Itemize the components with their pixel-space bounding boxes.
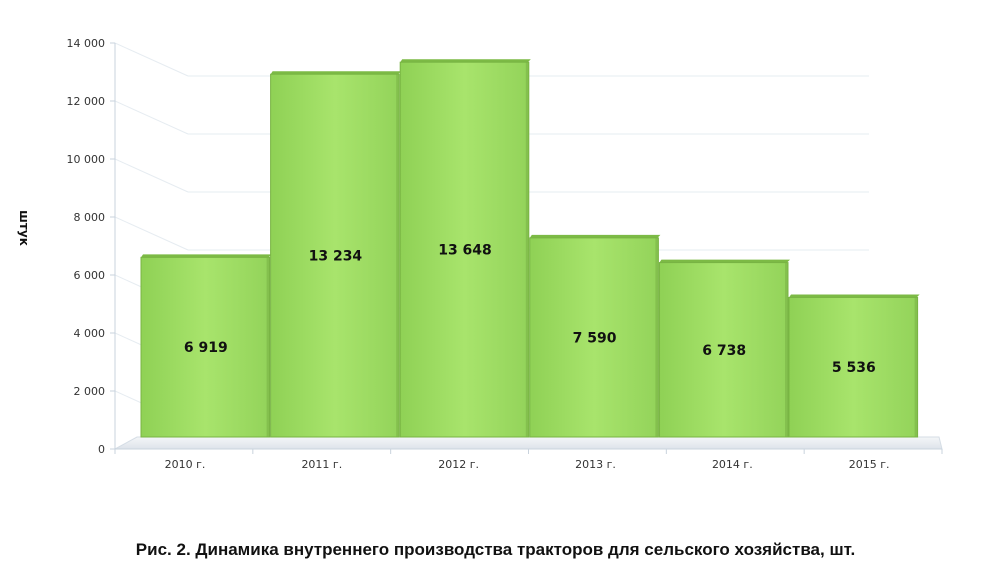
y-axis-ticks: 0 2 000 4 000 6 000 8 000 10 000 12 000 14 000	[67, 37, 116, 456]
data-label: 6 738	[702, 343, 746, 359]
y-tick-label: 2 000	[74, 385, 106, 398]
y-tick-label: 0	[98, 443, 105, 456]
y-axis-label: штук	[17, 210, 31, 246]
data-label: 13 234	[309, 249, 363, 265]
data-label: 13 648	[438, 243, 492, 259]
figure-caption: Рис. 2. Динамика внутреннего производств…	[135, 540, 856, 559]
bar-4	[529, 234, 661, 438]
y-tick-label: 6 000	[74, 269, 106, 282]
x-tick-label: 2011 г.	[301, 458, 342, 471]
x-tick-label: 2012 г.	[438, 458, 479, 471]
data-label: 7 590	[573, 330, 617, 346]
bars: 6 919 13 234 13 648 7 590 6 738 5 536	[140, 59, 920, 438]
bar-chart: 6 919 13 234 13 648 7 590 6 738 5 536 0 2 000 4…	[17, 37, 943, 471]
x-axis-ticks: 2010 г. 2011 г. 2012 г. 2013 г. 2014 г. 2015 …	[114, 449, 943, 471]
y-tick-label: 4 000	[74, 327, 106, 340]
bar-6	[788, 294, 920, 438]
bar-5	[658, 259, 790, 438]
chart-floor	[114, 436, 943, 450]
x-tick-label: 2015 г.	[849, 458, 890, 471]
data-label: 6 919	[184, 340, 228, 356]
y-tick-label: 10 000	[67, 153, 106, 166]
bar-3	[399, 59, 531, 438]
x-tick-label: 2013 г.	[575, 458, 616, 471]
bar-1	[140, 254, 272, 438]
x-tick-label: 2014 г.	[712, 458, 753, 471]
x-tick-label: 2010 г.	[165, 458, 206, 471]
data-label: 5 536	[832, 360, 876, 376]
bar-2	[270, 71, 402, 438]
y-tick-label: 12 000	[67, 95, 106, 108]
y-tick-label: 8 000	[74, 211, 106, 224]
y-tick-label: 14 000	[67, 37, 106, 50]
